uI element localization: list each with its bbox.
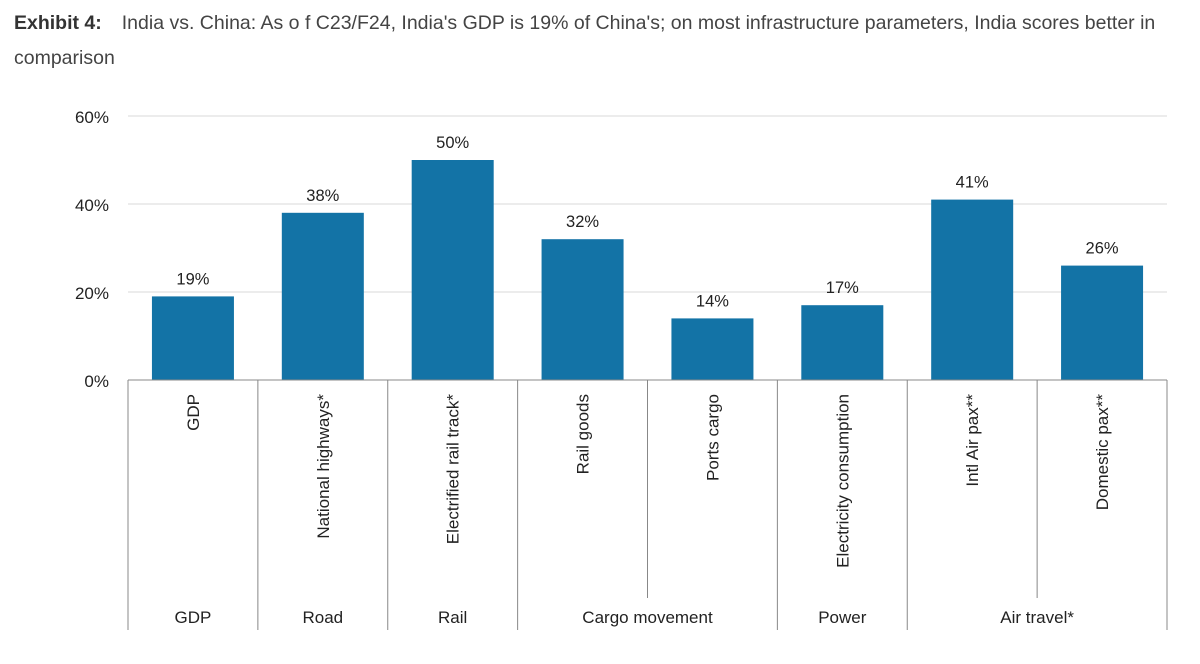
category-label: Electricity consumption bbox=[833, 394, 852, 568]
group-label: GDP bbox=[175, 608, 212, 627]
category-label: Ports cargo bbox=[703, 394, 722, 481]
category-label: GDP bbox=[184, 394, 203, 431]
data-label: 38% bbox=[306, 187, 339, 205]
data-label: 26% bbox=[1086, 240, 1119, 258]
y-tick-label: 60% bbox=[75, 108, 109, 127]
bar bbox=[411, 160, 494, 380]
y-axis: 0% 20% 40% 60% bbox=[75, 108, 109, 391]
bar bbox=[1061, 265, 1144, 380]
bar bbox=[801, 305, 884, 380]
category-label: Rail goods bbox=[574, 394, 593, 474]
data-labels: 19% 38% 50% 32% 14% 17% 41% 26% bbox=[176, 134, 1118, 310]
bar bbox=[671, 318, 754, 380]
y-tick-label: 40% bbox=[75, 196, 109, 215]
data-label: 17% bbox=[826, 279, 859, 297]
y-tick-label: 0% bbox=[84, 372, 109, 391]
data-label: 14% bbox=[696, 292, 729, 310]
bars bbox=[151, 160, 1144, 380]
bar bbox=[931, 199, 1014, 380]
group-label: Power bbox=[818, 608, 867, 627]
y-tick-label: 20% bbox=[75, 284, 109, 303]
title-text: India vs. China: As o f C23/F24, India's… bbox=[14, 12, 1156, 69]
exhibit-label: Exhibit 4: bbox=[14, 12, 102, 34]
category-label: Intl Air pax** bbox=[963, 394, 982, 487]
group-label: Rail bbox=[438, 608, 467, 627]
x-axis: GDP National highways* Electrified rail tr… bbox=[127, 379, 1168, 630]
group-label: Cargo movement bbox=[582, 608, 713, 627]
chart-title: Exhibit 4: India vs. China: As o f C23/F2… bbox=[14, 6, 1186, 76]
data-label: 19% bbox=[176, 270, 209, 288]
category-label: Domestic pax** bbox=[1093, 394, 1112, 511]
group-label: Air travel* bbox=[1000, 608, 1074, 627]
data-label: 32% bbox=[566, 213, 599, 231]
bar bbox=[151, 296, 234, 380]
bar bbox=[541, 239, 624, 380]
group-label: Road bbox=[302, 608, 343, 627]
category-label: Electrified rail track* bbox=[444, 394, 463, 545]
category-label: National highways* bbox=[314, 394, 333, 539]
data-label: 50% bbox=[436, 134, 469, 152]
data-label: 41% bbox=[956, 174, 989, 192]
bar bbox=[281, 212, 364, 380]
